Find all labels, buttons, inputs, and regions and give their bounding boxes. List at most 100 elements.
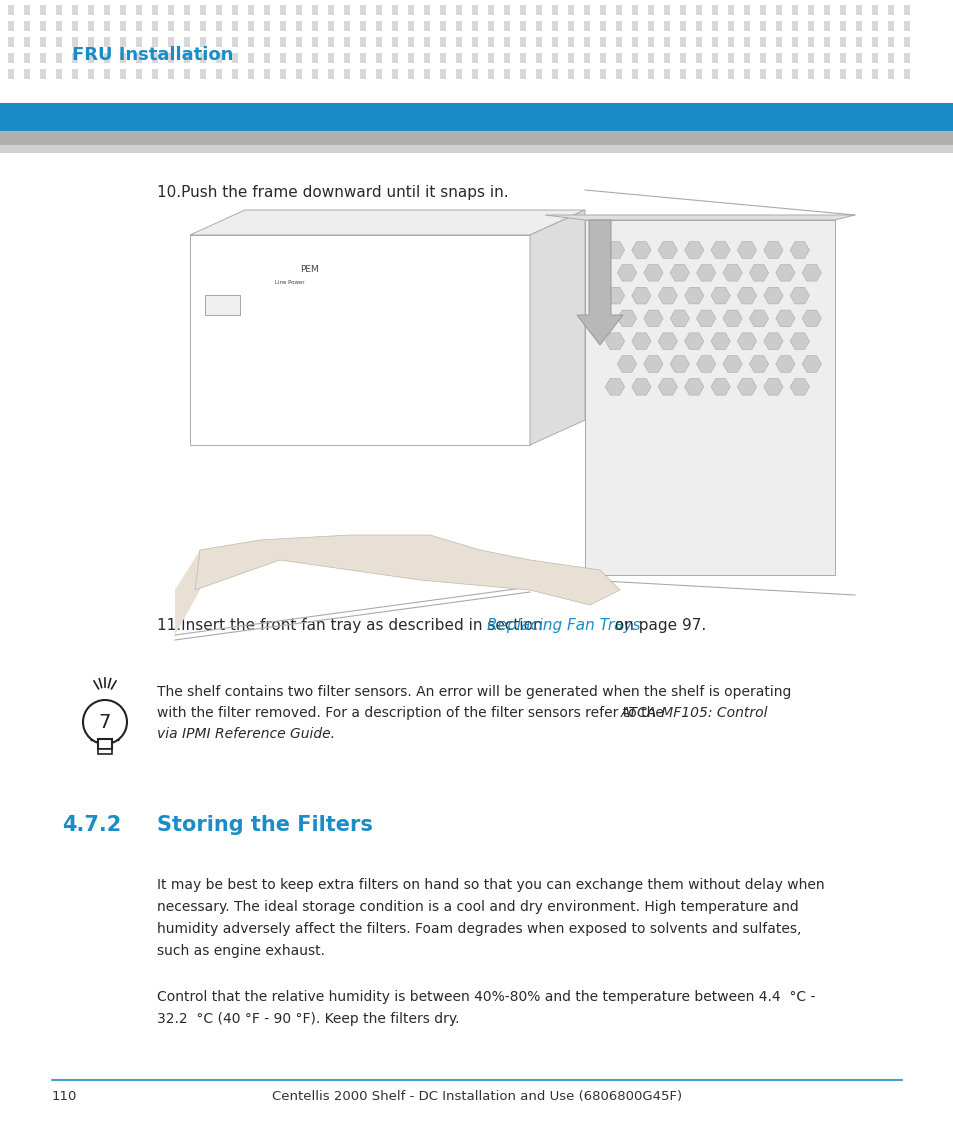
Polygon shape xyxy=(696,356,715,372)
Text: 32.2  °C (40 °F - 90 °F). Keep the filters dry.: 32.2 °C (40 °F - 90 °F). Keep the filter… xyxy=(157,1012,459,1026)
Bar xyxy=(663,5,669,15)
Bar xyxy=(760,69,765,79)
Bar xyxy=(663,53,669,63)
Bar xyxy=(120,69,126,79)
Bar xyxy=(583,5,589,15)
Bar xyxy=(136,69,142,79)
Bar xyxy=(408,5,414,15)
Bar xyxy=(647,37,654,47)
Bar xyxy=(312,37,317,47)
Bar xyxy=(631,53,638,63)
Bar xyxy=(760,37,765,47)
Bar xyxy=(104,37,110,47)
Bar xyxy=(791,21,797,31)
Bar xyxy=(519,69,525,79)
Polygon shape xyxy=(737,333,756,349)
Polygon shape xyxy=(544,215,854,220)
Bar xyxy=(168,53,173,63)
Bar xyxy=(552,69,558,79)
Bar xyxy=(647,5,654,15)
Bar xyxy=(232,37,237,47)
Polygon shape xyxy=(684,379,703,395)
Bar xyxy=(488,5,494,15)
Bar xyxy=(232,53,237,63)
Bar xyxy=(280,53,286,63)
Bar xyxy=(215,53,222,63)
Polygon shape xyxy=(737,379,756,395)
Bar xyxy=(663,37,669,47)
Bar xyxy=(775,53,781,63)
Bar xyxy=(760,5,765,15)
Bar xyxy=(439,69,446,79)
Bar xyxy=(24,69,30,79)
Bar xyxy=(248,37,253,47)
Polygon shape xyxy=(194,535,619,605)
Bar xyxy=(88,37,94,47)
Bar xyxy=(295,53,302,63)
Bar xyxy=(599,5,605,15)
Bar xyxy=(536,21,541,31)
Bar xyxy=(184,21,190,31)
Bar xyxy=(104,69,110,79)
Polygon shape xyxy=(775,310,794,326)
Bar xyxy=(855,5,862,15)
Polygon shape xyxy=(530,210,584,445)
Bar xyxy=(423,21,430,31)
Bar xyxy=(663,21,669,31)
Text: Storing the Filters: Storing the Filters xyxy=(157,815,373,835)
Text: humidity adversely affect the filters. Foam degrades when exposed to solvents an: humidity adversely affect the filters. F… xyxy=(157,922,801,935)
Bar xyxy=(616,5,621,15)
Bar xyxy=(760,53,765,63)
Text: Replacing Fan Trays: Replacing Fan Trays xyxy=(486,618,639,633)
Bar xyxy=(472,21,477,31)
Bar xyxy=(887,5,893,15)
Bar xyxy=(583,21,589,31)
Polygon shape xyxy=(617,264,636,282)
Bar xyxy=(519,53,525,63)
Polygon shape xyxy=(696,264,715,282)
Polygon shape xyxy=(658,333,677,349)
Polygon shape xyxy=(789,287,808,303)
Polygon shape xyxy=(658,287,677,303)
Bar xyxy=(344,37,350,47)
Bar xyxy=(40,5,46,15)
Bar xyxy=(215,69,222,79)
Bar xyxy=(711,5,718,15)
Bar xyxy=(248,53,253,63)
Bar xyxy=(519,37,525,47)
Bar xyxy=(855,53,862,63)
Polygon shape xyxy=(737,287,756,303)
Bar xyxy=(408,21,414,31)
Bar xyxy=(631,21,638,31)
Bar xyxy=(616,53,621,63)
Polygon shape xyxy=(577,220,622,345)
Bar xyxy=(392,69,397,79)
Bar xyxy=(375,21,381,31)
Bar xyxy=(503,37,510,47)
Bar xyxy=(791,37,797,47)
Bar xyxy=(56,53,62,63)
Bar xyxy=(200,5,206,15)
Bar xyxy=(280,5,286,15)
Text: FRU Installation: FRU Installation xyxy=(71,46,233,64)
Polygon shape xyxy=(789,379,808,395)
Bar xyxy=(168,5,173,15)
Polygon shape xyxy=(643,264,662,282)
Bar xyxy=(120,5,126,15)
Bar xyxy=(328,21,334,31)
Bar xyxy=(791,69,797,79)
Bar xyxy=(375,37,381,47)
Bar xyxy=(567,21,574,31)
Bar xyxy=(456,69,461,79)
Bar xyxy=(200,21,206,31)
Bar xyxy=(24,5,30,15)
Bar xyxy=(871,5,877,15)
Bar xyxy=(503,21,510,31)
Bar xyxy=(456,53,461,63)
Bar xyxy=(344,53,350,63)
Bar xyxy=(903,37,909,47)
Bar xyxy=(168,69,173,79)
Bar xyxy=(679,53,685,63)
Bar xyxy=(359,5,366,15)
Bar xyxy=(120,37,126,47)
